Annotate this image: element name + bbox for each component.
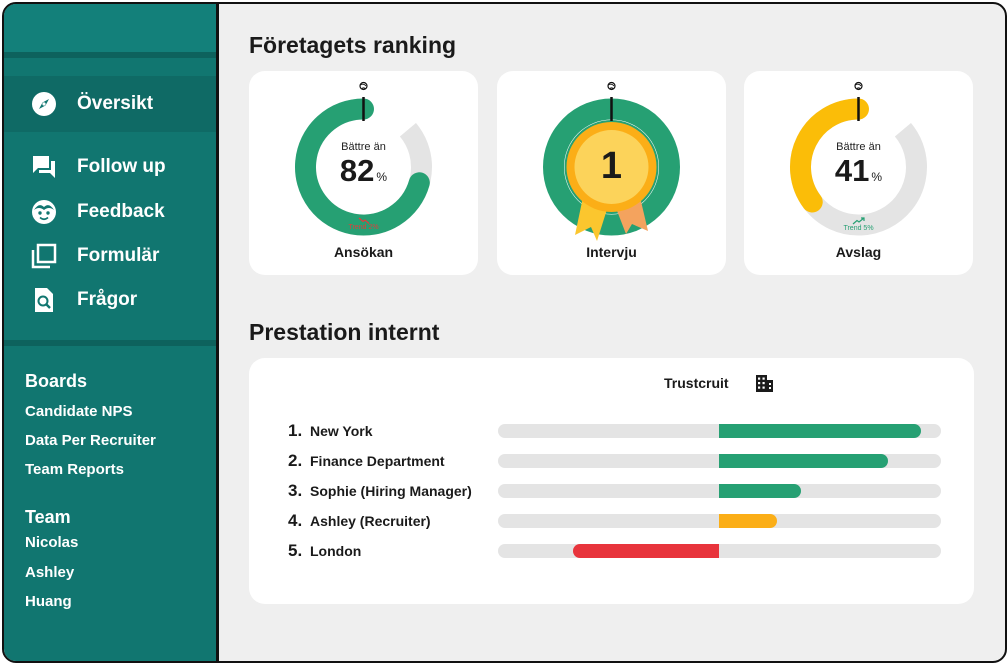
row-name: Sophie (Hiring Manager) — [310, 483, 472, 499]
row-name: Finance Department — [310, 453, 445, 469]
medal-badge — [543, 81, 680, 241]
bar-fill — [719, 454, 888, 468]
nav-item-oversikt[interactable]: Översikt — [4, 76, 216, 132]
nav-item-formular[interactable]: Formulär — [4, 228, 216, 284]
gauge-better-label: Bättre än — [836, 141, 881, 153]
main-content: Företagets ranking Bättre än 82% Trend 2… — [219, 4, 1005, 661]
team-member-link[interactable]: Ashley — [25, 564, 75, 581]
performance-title: Prestation internt — [249, 319, 440, 345]
gauge — [790, 81, 927, 236]
row-rank: 4. — [288, 511, 303, 530]
bar-track — [498, 424, 941, 438]
nav-item-follow-up[interactable]: Follow up — [4, 139, 216, 195]
trend-down-icon — [358, 217, 369, 224]
bar-track — [498, 514, 941, 528]
globe-icon — [607, 81, 616, 91]
row-name: Ashley (Recruiter) — [310, 513, 431, 529]
ranking-card-intervju[interactable]: 1 Intervju — [497, 71, 726, 275]
nav-label: Frågor — [77, 289, 138, 310]
ranking-row[interactable]: 3. Sophie (Hiring Manager) — [249, 481, 974, 501]
gauge-arc — [295, 98, 430, 236]
ranking-row[interactable]: 1. New York — [249, 421, 974, 441]
gauge-caption: Intervju — [586, 244, 637, 260]
bar-fill — [719, 424, 922, 438]
boards-heading: Boards — [25, 371, 88, 391]
nav-label: Översikt — [77, 93, 154, 114]
gauge-better-label: Bättre än — [341, 141, 386, 153]
team-member-link[interactable]: Nicolas — [25, 534, 79, 551]
board-link[interactable]: Data Per Recruiter — [25, 432, 156, 449]
ranking-card-avslag[interactable]: Bättre än 41% Trend 5% Avslag — [744, 71, 973, 275]
nav-label: Follow up — [77, 156, 166, 177]
company-name: Trustcruit — [664, 375, 729, 391]
building-icon — [756, 375, 773, 392]
board-link[interactable]: Candidate NPS — [25, 403, 133, 420]
ranking-card-ansokan[interactable]: Bättre än 82% Trend 2% Ansökan — [249, 71, 478, 275]
trend-indicator: Trend 2% — [249, 217, 478, 231]
nav-item-feedback[interactable]: Feedback — [4, 184, 216, 240]
gauge — [295, 81, 432, 236]
row-rank: 1. — [288, 421, 303, 440]
sidebar-divider — [4, 52, 216, 58]
bar-track — [498, 484, 941, 498]
bar-track — [498, 454, 941, 468]
trend-up-icon — [852, 217, 865, 225]
globe-icon — [854, 81, 863, 91]
row-name: New York — [310, 423, 373, 439]
performance-card: Trustcruit 1. New York 2. Finance — [249, 358, 974, 604]
sidebar-divider — [4, 340, 216, 346]
compass-icon — [32, 92, 56, 116]
ranking-row[interactable]: 5. London — [249, 541, 974, 561]
row-name: London — [310, 543, 362, 559]
search-document-icon — [35, 288, 53, 312]
gauge-arc — [790, 98, 869, 213]
medal-rank: 1 — [600, 145, 623, 187]
row-rank: 3. — [288, 481, 303, 500]
gauge-value: 82% — [339, 153, 388, 188]
bar-fill — [573, 544, 719, 558]
ranking-row[interactable]: 2. Finance Department — [249, 451, 974, 471]
team-heading: Team — [25, 507, 71, 527]
trend-indicator: Trend 5% — [744, 217, 973, 232]
nav-item-fragor[interactable]: Frågor — [4, 272, 216, 328]
bar-fill — [719, 484, 802, 498]
chat-icon — [33, 156, 55, 178]
sidebar-header — [4, 4, 216, 52]
copy-icon — [31, 243, 57, 269]
globe-icon — [359, 81, 368, 91]
bar-fill — [719, 514, 777, 528]
ranking-title: Företagets ranking — [249, 32, 457, 58]
gauge-caption: Avslag — [835, 244, 882, 260]
ranking-row[interactable]: 4. Ashley (Recruiter) — [249, 511, 974, 531]
nav-label: Formulär — [77, 245, 160, 266]
board-link[interactable]: Team Reports — [25, 461, 124, 478]
nav-label: Feedback — [77, 201, 165, 222]
row-rank: 2. — [288, 451, 303, 470]
gauge-caption: Ansökan — [333, 244, 394, 260]
team-member-link[interactable]: Huang — [25, 593, 72, 610]
face-icon — [32, 200, 56, 224]
bar-track — [498, 544, 941, 558]
gauge-value: 41% — [834, 153, 883, 188]
sidebar: Översikt Follow up Feedback — [4, 4, 219, 661]
row-rank: 5. — [288, 541, 303, 560]
